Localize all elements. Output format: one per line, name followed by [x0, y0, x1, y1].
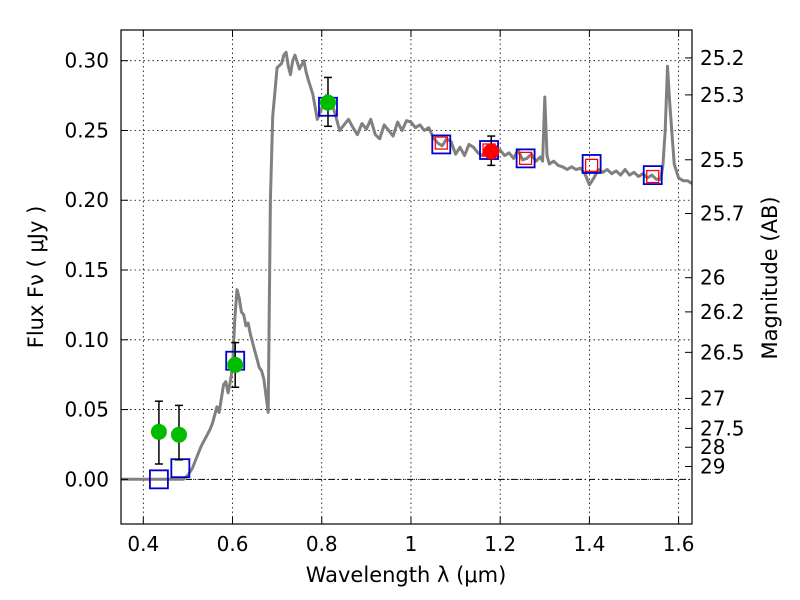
model-photometry-square: [642, 165, 663, 186]
model-photometry-square: [431, 134, 452, 155]
magnitude-tick-label: 29: [700, 455, 725, 479]
model-photometry-square: [581, 154, 602, 174]
magnitude-tick-label: 27: [700, 386, 725, 410]
flux-measurement-point: [319, 94, 336, 111]
red-photometry-square: [646, 169, 660, 184]
y-tick-label: 0.10: [64, 328, 109, 352]
y-tick-label: 0.05: [64, 398, 109, 422]
red-photometry-square: [434, 136, 448, 150]
red-photometry-square: [584, 158, 599, 173]
magnitude-tick-label: 25.7: [700, 202, 745, 226]
magnitude-axis-label: Magnitude (AB): [758, 196, 782, 359]
y-tick-label: 0.20: [64, 188, 109, 212]
x-tick-label: 1.6: [663, 532, 695, 556]
model-spectrum-line: [121, 50, 692, 481]
y-tick-label: 0.30: [64, 49, 109, 73]
magnitude-tick-label: 26.2: [700, 300, 745, 324]
x-tick-label: 1.2: [484, 532, 516, 556]
y-tick-label: 0.00: [64, 467, 109, 491]
magnitude-tick-label: 25.5: [700, 148, 745, 172]
grid: [121, 30, 692, 524]
x-axis-label: Wavelength λ (μm): [306, 563, 507, 587]
flux-measurement-point: [227, 356, 244, 373]
model-photometry-square: [149, 469, 169, 490]
magnitude-tick-label: 25.2: [700, 46, 745, 70]
flux-measurement-point: [150, 423, 167, 440]
x-tick-label: 0.4: [127, 532, 159, 556]
axis-ticks: 0.4 0.6 0.8 1 1.2 1.4 1.6 0.00 0.05 0.10 0.15 0.20 0…: [64, 30, 745, 556]
magnitude-tick-label: 28: [700, 435, 725, 459]
flux-measurement-point: [483, 143, 500, 160]
x-tick-label: 1: [405, 532, 418, 556]
plot-frame: [120, 29, 693, 525]
magnitude-tick-label: 27.5: [700, 416, 745, 440]
flux-measurement-point: [170, 426, 187, 443]
x-tick-label: 1.4: [573, 532, 605, 556]
y-tick-label: 0.15: [64, 258, 109, 282]
magnitude-tick-label: 26: [700, 266, 725, 290]
magnitude-tick-label: 25.3: [700, 83, 745, 107]
y-tick-label: 0.25: [64, 118, 109, 142]
model-photometry-square: [515, 148, 536, 169]
x-tick-label: 0.6: [217, 532, 249, 556]
red-photometry-square: [518, 151, 533, 166]
x-tick-label: 0.8: [306, 532, 338, 556]
y-axis-label: Flux Fν ( μJy ): [24, 206, 48, 349]
data-markers: [149, 76, 663, 490]
magnitude-tick-label: 26.5: [700, 340, 745, 364]
